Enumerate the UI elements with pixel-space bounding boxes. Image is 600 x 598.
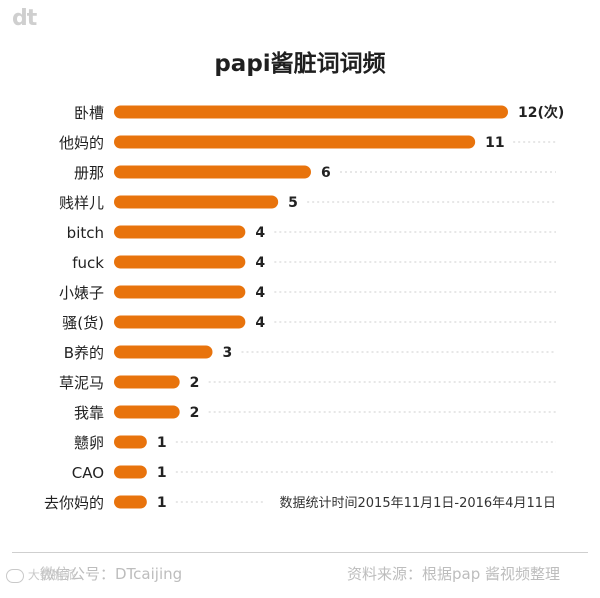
category-label: 去你妈的 <box>44 494 104 512</box>
value-label: 12(次) <box>518 104 564 121</box>
date-annotation: 数据统计时间2015年11月1日-2016年4月11日 <box>280 496 557 511</box>
category-label: 他妈的 <box>59 134 104 152</box>
bar <box>114 435 147 449</box>
bar <box>114 165 311 179</box>
value-label: 4 <box>255 315 265 331</box>
category-label: 草泥马 <box>59 374 104 392</box>
category-label: 卧槽 <box>74 104 104 122</box>
category-label: 戆卵 <box>74 434 104 452</box>
footer-divider <box>12 552 588 553</box>
value-label: 2 <box>190 375 200 391</box>
bar <box>114 285 246 299</box>
bar <box>114 405 180 419</box>
bar <box>114 105 508 119</box>
chart-title: papi酱脏词词频 <box>214 51 386 77</box>
value-label: 1 <box>157 435 167 451</box>
value-label: 5 <box>288 195 298 211</box>
wechat-icon <box>6 568 24 583</box>
bar <box>114 375 180 389</box>
category-label: 册那 <box>74 164 104 182</box>
category-label: CAO <box>72 464 104 482</box>
bar <box>114 315 246 329</box>
value-label: 1 <box>157 465 167 481</box>
bar <box>114 345 213 359</box>
watermark: 大数据派 <box>6 566 76 583</box>
category-label: 我靠 <box>74 404 104 422</box>
category-label: B养的 <box>64 344 104 362</box>
category-label: 骚(货) <box>62 314 104 332</box>
category-label: 小婊子 <box>59 284 104 302</box>
category-label: fuck <box>72 254 104 272</box>
bar <box>114 255 246 269</box>
value-label: 4 <box>255 255 265 271</box>
footer-wechat-account: 微信公号：DTcaijing <box>40 565 183 583</box>
watermark-text: 大数据派 <box>27 568 76 582</box>
value-label: 4 <box>255 285 265 301</box>
bar <box>114 195 279 209</box>
value-label: 3 <box>223 345 233 361</box>
bar <box>114 495 147 509</box>
value-label: 4 <box>255 225 265 241</box>
bar <box>114 465 147 479</box>
value-label: 6 <box>321 165 331 181</box>
bar <box>114 135 476 149</box>
dt-logo: dt <box>12 6 37 31</box>
value-label: 11 <box>485 135 504 151</box>
value-label: 1 <box>157 495 167 511</box>
category-label: bitch <box>67 224 104 242</box>
footer-data-source: 资料来源：根据pap 酱视频整理 <box>346 565 560 583</box>
category-label: 贱样儿 <box>59 194 104 212</box>
bar <box>114 225 246 239</box>
value-label: 2 <box>190 405 200 421</box>
